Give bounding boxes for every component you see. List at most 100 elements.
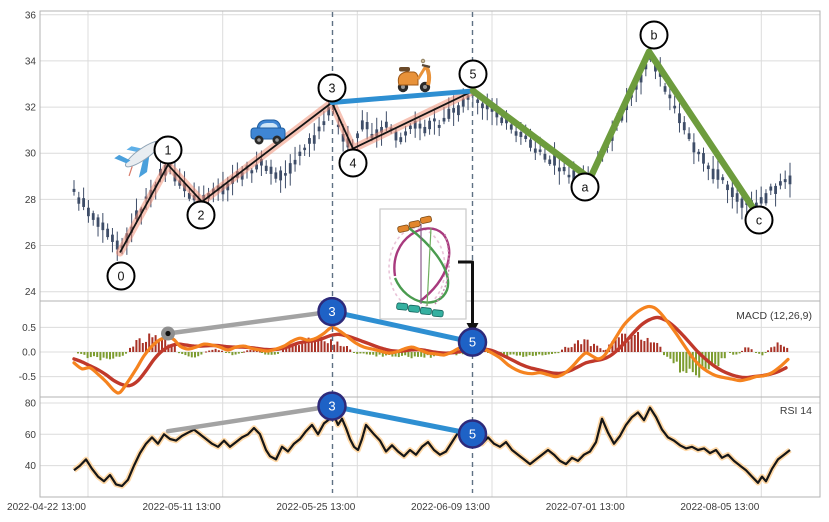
- candle-body: [769, 186, 773, 191]
- candle-body: [572, 170, 576, 181]
- candle-body: [543, 153, 547, 160]
- macd-histogram-bar: [786, 347, 789, 352]
- candle-body: [774, 185, 777, 194]
- candle-body: [298, 151, 302, 156]
- macd-histogram-bar: [228, 352, 231, 354]
- candle-body: [404, 131, 407, 136]
- wave-marker-circle: [457, 419, 488, 449]
- macd-histogram-bar: [304, 341, 307, 352]
- macd-histogram-bar: [310, 339, 313, 352]
- macd-histogram-bar: [362, 352, 365, 354]
- macd-histogram-bar: [342, 346, 345, 352]
- macd-histogram-bar: [732, 352, 735, 355]
- wave-marker-label: 3: [328, 399, 335, 414]
- y-tick-label: 80: [25, 399, 37, 410]
- candle-body: [442, 117, 446, 122]
- macd-histogram-bar: [264, 352, 267, 355]
- macd-histogram-bar: [249, 349, 252, 352]
- macd-histogram-bar: [417, 352, 419, 357]
- macd-histogram-bar: [750, 349, 753, 352]
- macd-histogram-bar: [298, 345, 300, 352]
- macd-histogram-bar: [729, 352, 731, 353]
- candle-body: [553, 155, 556, 166]
- candle-body: [418, 123, 422, 129]
- macd-histogram-bar: [506, 352, 509, 357]
- x-tick-label: 2022-08-05 13:00: [680, 502, 759, 513]
- macd-histogram-bar: [80, 352, 83, 354]
- macd-histogram-bar: [197, 352, 200, 357]
- macd-histogram-bar: [570, 347, 573, 352]
- macd-histogram-bar: [679, 352, 681, 373]
- macd-histogram-bar: [561, 349, 563, 352]
- macd-histogram-bar: [261, 352, 263, 353]
- wave-point-label: 0: [118, 270, 125, 284]
- macd-histogram-bar: [93, 352, 95, 357]
- macd-histogram-bar: [323, 341, 326, 352]
- macd-histogram-bar: [714, 352, 717, 365]
- macd-histogram-bar: [611, 341, 614, 352]
- wave-marker-circle: [457, 327, 488, 357]
- scooter-shield: [424, 65, 432, 86]
- macd-histogram-bar: [538, 352, 541, 355]
- macd-histogram-bar: [336, 341, 339, 352]
- candle-body: [533, 148, 537, 153]
- candle-body: [250, 170, 254, 174]
- macd-histogram-bar: [132, 346, 135, 352]
- macd-histogram-bar: [589, 346, 592, 352]
- macd-histogram-bar: [773, 346, 776, 352]
- wave-annotations: 3 5 3 5 0 1 2 3 4 5 a b c: [106, 20, 774, 449]
- macd-histogram-bar: [317, 338, 320, 352]
- macd-histogram-bar: [378, 352, 381, 355]
- wave-point-label: 2: [198, 209, 205, 223]
- macd-histogram-bar: [259, 351, 261, 353]
- candle-body: [91, 213, 95, 220]
- candle-body: [433, 118, 436, 122]
- macd-histogram-bar: [554, 352, 557, 354]
- macd-histogram-bar: [541, 352, 544, 356]
- candle-body: [740, 198, 744, 208]
- macd-line: [72, 304, 790, 395]
- macd-histogram-bar: [86, 352, 89, 359]
- coaster-car: [408, 220, 421, 229]
- candle-body: [692, 142, 696, 153]
- rsi-line: [73, 406, 791, 488]
- macd-histogram-bar: [208, 350, 211, 352]
- candle-body: [312, 135, 316, 144]
- candle-body: [327, 107, 331, 116]
- macd-histogram-bar: [519, 352, 521, 356]
- macd-histogram-bar: [666, 352, 669, 357]
- candle-body: [384, 121, 388, 128]
- macd-histogram-bar: [669, 352, 672, 359]
- macd-histogram-bar: [672, 352, 675, 364]
- macd-histogram-bar: [294, 344, 297, 352]
- inset-container: [379, 208, 467, 320]
- macd-histogram-bar: [761, 352, 764, 356]
- macd-histogram-bar: [102, 352, 105, 358]
- macd-histogram-bar: [515, 352, 518, 356]
- macd-histogram-bar: [528, 352, 531, 356]
- candle-body: [538, 149, 542, 152]
- macd-histogram-bar: [512, 352, 515, 355]
- wave-point-circle: [317, 73, 347, 103]
- macd-histogram-bar: [164, 335, 167, 352]
- airplane-tail: [114, 154, 131, 164]
- candle-body: [721, 177, 725, 181]
- macd-histogram-bar: [320, 336, 323, 352]
- macd-histogram-bar: [301, 343, 304, 352]
- car-hubcap: [275, 138, 279, 142]
- candle-body: [644, 64, 648, 70]
- macd-histogram-bar: [557, 352, 560, 354]
- wave-marker-label: 5: [469, 426, 476, 441]
- candle-body: [716, 169, 720, 180]
- macd-histogram-bar: [531, 352, 534, 356]
- macd-histogram-bar: [359, 352, 362, 354]
- candle-body: [557, 167, 561, 172]
- wave-point-circle: [570, 172, 600, 202]
- macd-histogram-bar: [346, 345, 348, 352]
- macd-histogram-bar: [547, 352, 550, 355]
- candle-body: [356, 133, 359, 139]
- candle-body: [279, 170, 283, 181]
- macd-histogram-bar: [243, 351, 245, 353]
- scooter-mirror: [420, 58, 426, 64]
